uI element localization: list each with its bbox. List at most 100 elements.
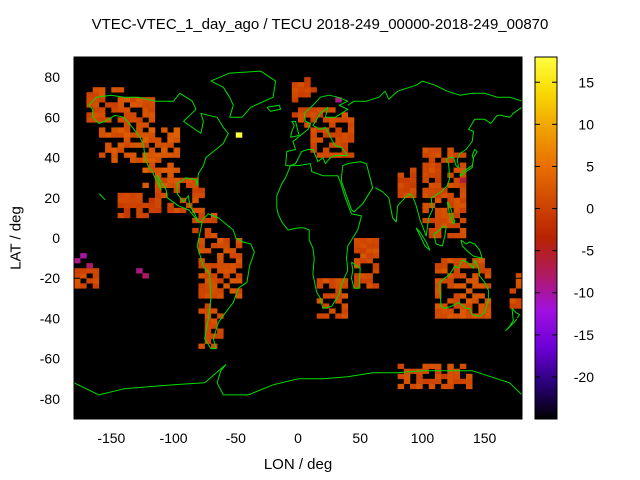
- heatmap-cell: [204, 248, 212, 254]
- heatmap-cell: [453, 167, 461, 173]
- heatmap-cell: [397, 187, 405, 193]
- heatmap-cell: [447, 383, 454, 390]
- heatmap-cell: [428, 157, 436, 163]
- heatmap-cell: [397, 177, 405, 183]
- heatmap-cell: [459, 192, 467, 199]
- heatmap-cell: [360, 273, 367, 279]
- heatmap-cell: [341, 112, 349, 118]
- heatmap-cell: [453, 177, 461, 183]
- heatmap-cell: [123, 112, 131, 118]
- heatmap-cell: [148, 197, 156, 204]
- heatmap-cell: [459, 233, 467, 239]
- heatmap-cell: [366, 283, 373, 289]
- heatmap-cell: [304, 112, 311, 118]
- heatmap-cell: [441, 313, 448, 319]
- heatmap-cell: [217, 263, 224, 269]
- heatmap-cell: [447, 283, 454, 289]
- heatmap-cell: [441, 157, 448, 163]
- x-axis-label: LON / deg: [263, 456, 333, 473]
- heatmap-cell: [472, 263, 479, 269]
- heatmap-cell: [322, 278, 330, 284]
- heatmap-cell: [217, 268, 224, 274]
- heatmap-cell: [204, 233, 212, 239]
- heatmap-cell: [472, 298, 479, 304]
- heatmap-cell: [366, 253, 373, 259]
- heatmap-cell: [459, 283, 467, 289]
- heatmap-cell: [403, 177, 411, 183]
- heatmap-cell: [372, 243, 380, 249]
- heatmap-cell: [210, 323, 218, 329]
- heatmap-cell: [223, 238, 230, 244]
- heatmap-cell: [515, 303, 522, 309]
- heatmap-cell: [397, 363, 405, 369]
- heatmap-cell: [161, 127, 168, 133]
- heatmap-cell: [192, 197, 199, 204]
- heatmap-cell: [210, 308, 218, 314]
- heatmap-cell: [86, 278, 93, 284]
- heatmap-cell: [142, 102, 149, 108]
- heatmap-cell: [291, 87, 299, 93]
- heatmap-cell: [217, 258, 224, 264]
- heatmap-cell: [210, 273, 218, 279]
- heatmap-cell: [154, 192, 162, 199]
- heatmap-cell: [341, 137, 349, 143]
- heatmap-cell: [422, 207, 429, 214]
- heatmap-cell: [223, 283, 230, 289]
- heatmap-cell: [310, 112, 317, 118]
- heatmap-cell: [459, 378, 467, 385]
- heatmap-cell: [123, 202, 131, 209]
- heatmap-cell: [210, 293, 218, 299]
- heatmap-cell: [86, 92, 93, 98]
- heatmap-cell: [148, 117, 156, 123]
- heatmap-cell: [422, 202, 429, 209]
- heatmap-cell: [167, 137, 174, 143]
- heatmap-cell: [111, 127, 118, 133]
- heatmap-cell: [204, 308, 212, 314]
- heatmap-cell: [92, 112, 100, 118]
- heatmap-cell: [366, 258, 373, 264]
- heatmap-cell: [154, 197, 162, 204]
- heatmap-cell: [310, 87, 317, 93]
- heatmap-cell: [459, 313, 467, 319]
- heatmap-cell: [466, 298, 473, 304]
- heatmap-cell: [478, 258, 485, 264]
- heatmap-cell: [111, 147, 118, 153]
- heatmap-cell: [434, 192, 442, 199]
- heatmap-cell: [86, 117, 93, 123]
- heatmap-cell: [316, 313, 324, 319]
- heatmap-cell: [154, 207, 162, 214]
- heatmap-cell: [154, 157, 162, 163]
- heatmap-cell: [291, 112, 299, 118]
- heatmap-cell: [397, 182, 405, 188]
- heatmap-cell: [130, 202, 137, 209]
- heatmap-cell: [441, 263, 448, 269]
- heatmap-cell: [453, 373, 461, 380]
- heatmap-cell: [204, 227, 212, 234]
- heatmap-cell: [453, 293, 461, 299]
- heatmap-cell: [148, 157, 156, 163]
- heatmap-cell: [98, 127, 106, 133]
- heatmap-cell: [341, 117, 349, 123]
- heatmap-cell: [341, 147, 349, 153]
- heatmap-cell: [80, 273, 87, 279]
- heatmap-cell: [198, 248, 205, 254]
- heatmap-cell: [397, 383, 405, 390]
- heatmap-cell: [459, 197, 467, 204]
- heatmap-cell: [111, 102, 118, 108]
- heatmap-cell: [354, 273, 361, 279]
- heatmap-cell: [509, 288, 517, 294]
- heatmap-cell: [434, 197, 442, 204]
- heatmap-cell: [136, 157, 143, 163]
- heatmap-cell: [335, 283, 342, 289]
- heatmap-cell: [291, 82, 299, 88]
- heatmap-cell: [142, 212, 149, 219]
- heatmap-cell: [453, 298, 461, 304]
- heatmap-cell: [472, 313, 479, 319]
- heatmap-cell: [434, 212, 442, 219]
- heatmap-cell: [204, 263, 212, 269]
- heatmap-cell: [167, 172, 174, 178]
- heatmap-cell: [316, 152, 324, 158]
- heatmap-cell: [173, 167, 181, 173]
- heatmap-cell: [198, 308, 205, 314]
